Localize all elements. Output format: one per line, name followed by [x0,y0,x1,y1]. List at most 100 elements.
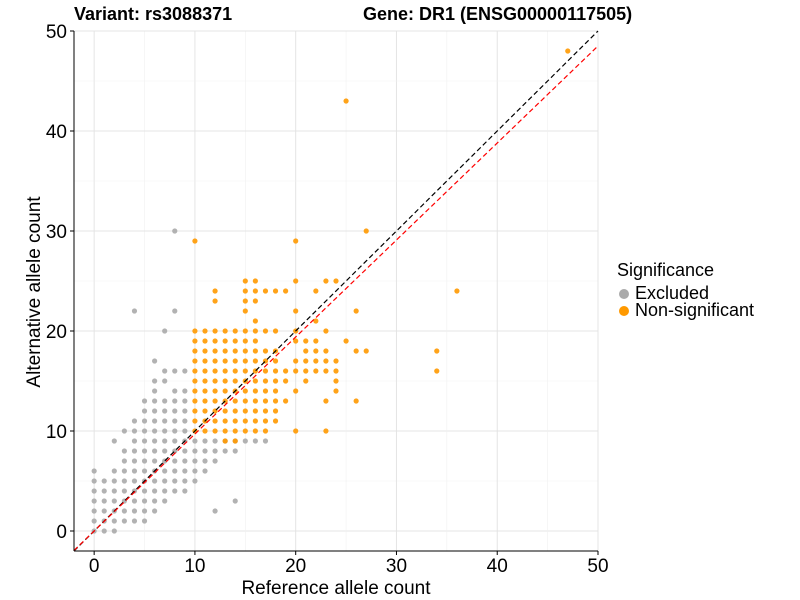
data-point-non-significant [293,278,299,284]
data-point-non-significant [323,428,329,434]
data-point-non-significant [232,378,238,384]
data-point-non-significant [212,328,218,334]
data-point-non-significant [202,338,208,344]
data-point-excluded [131,508,138,514]
data-point-excluded [242,438,248,444]
data-point-non-significant [242,298,248,304]
data-point-non-significant [222,338,228,344]
data-point-non-significant [252,278,258,284]
data-point-excluded [212,448,218,454]
data-point-excluded [172,228,178,234]
data-point-excluded [152,478,158,484]
data-point-non-significant [363,348,369,354]
data-point-excluded [162,408,168,414]
data-point-excluded [192,448,198,454]
data-point-non-significant [232,428,238,434]
legend-dot-icon [619,288,629,299]
data-point-excluded [232,498,238,504]
data-point-non-significant [333,358,339,364]
data-point-excluded [121,428,127,434]
y-tick-label: 30 [46,222,67,243]
identity-line [73,30,599,552]
data-point-non-significant [252,348,258,354]
data-point-non-significant [283,378,289,384]
data-point-excluded [111,488,117,494]
data-point-non-significant [202,348,208,354]
data-point-non-significant [262,408,269,414]
data-point-excluded [172,468,178,474]
data-point-non-significant [192,378,198,384]
data-point-excluded [202,438,208,444]
data-point-non-significant [242,418,248,424]
data-point-non-significant [232,338,238,344]
data-point-excluded [212,458,218,464]
data-points [91,48,571,534]
data-point-excluded [91,468,97,474]
data-point-non-significant [434,348,440,354]
fit-line [73,45,599,551]
data-point-excluded [202,448,208,454]
data-point-non-significant [222,328,228,334]
data-point-excluded [131,478,138,484]
data-point-non-significant [303,338,309,344]
data-point-non-significant [222,428,228,434]
data-point-non-significant [323,278,329,284]
data-point-excluded [182,448,188,454]
data-point-non-significant [192,338,198,344]
data-point-non-significant [272,288,279,294]
data-point-non-significant [202,398,208,404]
data-point-excluded [162,468,168,474]
data-point-non-significant [242,358,248,364]
data-point-excluded [152,418,158,424]
data-point-excluded [131,308,138,314]
data-point-excluded [101,488,107,494]
y-tick-label: 10 [46,422,67,443]
data-point-non-significant [242,278,248,284]
data-point-excluded [141,418,148,424]
data-point-excluded [141,518,148,524]
data-point-non-significant [283,288,289,294]
data-point-excluded [162,398,168,404]
data-point-excluded [152,408,158,414]
data-point-non-significant [222,378,228,384]
data-point-non-significant [212,348,218,354]
data-point-excluded [172,458,178,464]
data-point-non-significant [252,288,258,294]
data-point-excluded [252,438,258,444]
data-point-non-significant [232,418,238,424]
data-point-excluded [212,508,218,514]
data-point-excluded [182,478,188,484]
data-point-non-significant [192,358,198,364]
data-point-non-significant [272,368,279,374]
data-point-non-significant [333,388,339,394]
data-point-excluded [212,438,218,444]
data-point-excluded [111,518,117,524]
data-point-excluded [141,438,148,444]
data-point-excluded [182,408,188,414]
data-point-non-significant [363,228,369,234]
data-point-excluded [121,518,127,524]
data-point-non-significant [272,388,279,394]
x-tick-label: 10 [184,556,205,577]
data-point-non-significant [313,368,319,374]
data-point-excluded [141,498,148,504]
data-point-excluded [192,478,198,484]
data-point-non-significant [192,328,198,334]
data-point-excluded [202,468,208,474]
data-point-non-significant [212,418,218,424]
data-point-non-significant [293,388,299,394]
data-point-excluded [172,388,178,394]
data-point-excluded [91,478,97,484]
y-axis-label: Alternative allele count [24,196,45,388]
axes: 0 10 20 30 40 50 0 10 20 30 40 50 [46,22,609,577]
data-point-excluded [141,448,148,454]
data-point-excluded [192,438,198,444]
data-point-non-significant [252,378,258,384]
data-point-non-significant [313,338,319,344]
data-point-excluded [111,528,117,534]
data-point-non-significant [252,388,258,394]
data-point-non-significant [343,98,349,104]
data-point-excluded [172,398,178,404]
data-point-excluded [101,498,107,504]
